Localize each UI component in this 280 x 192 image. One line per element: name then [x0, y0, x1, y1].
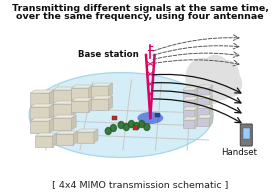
Polygon shape	[195, 117, 198, 128]
Polygon shape	[108, 83, 113, 97]
Polygon shape	[91, 83, 113, 86]
Circle shape	[185, 58, 220, 98]
Polygon shape	[30, 118, 54, 121]
Circle shape	[110, 124, 116, 132]
Polygon shape	[71, 101, 76, 116]
Polygon shape	[183, 107, 198, 110]
Circle shape	[139, 121, 145, 127]
Polygon shape	[195, 97, 198, 108]
Bar	[91, 86, 108, 97]
Circle shape	[105, 127, 111, 135]
Ellipse shape	[137, 112, 163, 124]
Polygon shape	[88, 85, 93, 99]
Bar	[30, 107, 49, 119]
Polygon shape	[183, 87, 198, 90]
Bar	[71, 88, 88, 99]
Polygon shape	[209, 95, 213, 106]
Text: Handset: Handset	[221, 148, 257, 157]
Bar	[53, 118, 71, 130]
Bar	[71, 101, 88, 112]
Circle shape	[144, 123, 150, 131]
Circle shape	[195, 71, 224, 105]
Bar	[183, 100, 195, 108]
Bar	[112, 116, 117, 120]
Polygon shape	[88, 98, 93, 112]
Bar	[243, 128, 250, 139]
Text: Transmitting different signals at the same time,: Transmitting different signals at the sa…	[11, 4, 269, 13]
Polygon shape	[195, 107, 198, 118]
Bar	[183, 110, 195, 118]
Polygon shape	[183, 97, 198, 100]
Polygon shape	[56, 131, 78, 134]
Polygon shape	[197, 105, 213, 108]
Polygon shape	[53, 101, 76, 104]
Polygon shape	[71, 85, 93, 88]
Polygon shape	[71, 98, 93, 101]
Polygon shape	[183, 117, 198, 120]
Bar	[56, 134, 73, 145]
Circle shape	[201, 55, 230, 89]
Circle shape	[212, 60, 239, 92]
Polygon shape	[197, 95, 213, 98]
Polygon shape	[195, 87, 198, 98]
Circle shape	[220, 71, 242, 97]
Polygon shape	[49, 118, 54, 133]
Polygon shape	[108, 96, 113, 110]
Polygon shape	[94, 129, 98, 143]
Bar	[183, 120, 195, 128]
Ellipse shape	[29, 73, 213, 157]
Polygon shape	[71, 87, 76, 102]
Text: Base station: Base station	[78, 50, 139, 59]
Polygon shape	[53, 115, 76, 118]
Bar	[76, 132, 94, 143]
Bar	[36, 136, 53, 147]
Polygon shape	[49, 104, 54, 119]
Polygon shape	[209, 115, 213, 126]
Bar	[91, 99, 108, 110]
FancyBboxPatch shape	[240, 124, 252, 146]
Circle shape	[118, 122, 124, 128]
Polygon shape	[53, 87, 76, 90]
Polygon shape	[73, 131, 78, 145]
Circle shape	[123, 123, 129, 131]
Polygon shape	[76, 129, 98, 132]
Polygon shape	[209, 105, 213, 116]
Polygon shape	[53, 133, 57, 147]
Circle shape	[186, 72, 210, 100]
Bar	[133, 126, 138, 130]
Bar	[30, 121, 49, 133]
Polygon shape	[71, 115, 76, 130]
Bar	[197, 108, 209, 116]
Bar	[155, 113, 160, 117]
Text: [ 4x4 MIMO transmission schematic ]: [ 4x4 MIMO transmission schematic ]	[52, 180, 228, 189]
Bar	[183, 90, 195, 98]
Circle shape	[134, 122, 139, 129]
Circle shape	[209, 70, 234, 100]
Polygon shape	[36, 133, 57, 136]
Polygon shape	[197, 85, 213, 88]
Polygon shape	[91, 96, 113, 99]
Text: over the same frequency, using four antennae: over the same frequency, using four ante…	[16, 12, 264, 21]
Bar	[197, 118, 209, 126]
Bar	[53, 90, 71, 102]
Bar	[53, 104, 71, 116]
Polygon shape	[197, 115, 213, 118]
Polygon shape	[30, 90, 54, 93]
Circle shape	[129, 121, 134, 127]
Polygon shape	[49, 90, 54, 105]
Bar	[197, 88, 209, 96]
Bar	[30, 93, 49, 105]
Polygon shape	[209, 85, 213, 96]
Polygon shape	[30, 104, 54, 107]
Bar	[197, 98, 209, 106]
